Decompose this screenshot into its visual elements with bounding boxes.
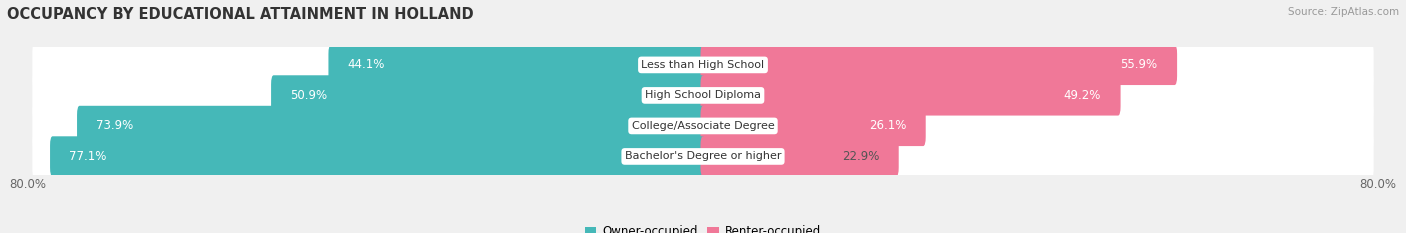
Text: 50.9%: 50.9%: [291, 89, 328, 102]
Text: 26.1%: 26.1%: [869, 120, 907, 132]
FancyBboxPatch shape: [32, 100, 1374, 152]
Legend: Owner-occupied, Renter-occupied: Owner-occupied, Renter-occupied: [579, 221, 827, 233]
Text: Bachelor's Degree or higher: Bachelor's Degree or higher: [624, 151, 782, 161]
Text: Source: ZipAtlas.com: Source: ZipAtlas.com: [1288, 7, 1399, 17]
Text: 44.1%: 44.1%: [347, 58, 385, 71]
FancyBboxPatch shape: [77, 106, 706, 146]
FancyBboxPatch shape: [329, 45, 706, 85]
Text: 22.9%: 22.9%: [842, 150, 879, 163]
Text: Less than High School: Less than High School: [641, 60, 765, 70]
Text: 49.2%: 49.2%: [1064, 89, 1101, 102]
FancyBboxPatch shape: [271, 75, 706, 116]
FancyBboxPatch shape: [32, 69, 1374, 122]
FancyBboxPatch shape: [700, 106, 925, 146]
FancyBboxPatch shape: [32, 130, 1374, 183]
Text: OCCUPANCY BY EDUCATIONAL ATTAINMENT IN HOLLAND: OCCUPANCY BY EDUCATIONAL ATTAINMENT IN H…: [7, 7, 474, 22]
FancyBboxPatch shape: [51, 136, 706, 177]
Text: High School Diploma: High School Diploma: [645, 90, 761, 100]
Text: 73.9%: 73.9%: [97, 120, 134, 132]
FancyBboxPatch shape: [700, 136, 898, 177]
Text: 55.9%: 55.9%: [1121, 58, 1157, 71]
FancyBboxPatch shape: [32, 39, 1374, 91]
Text: 77.1%: 77.1%: [69, 150, 107, 163]
FancyBboxPatch shape: [700, 75, 1121, 116]
Text: College/Associate Degree: College/Associate Degree: [631, 121, 775, 131]
FancyBboxPatch shape: [700, 45, 1177, 85]
